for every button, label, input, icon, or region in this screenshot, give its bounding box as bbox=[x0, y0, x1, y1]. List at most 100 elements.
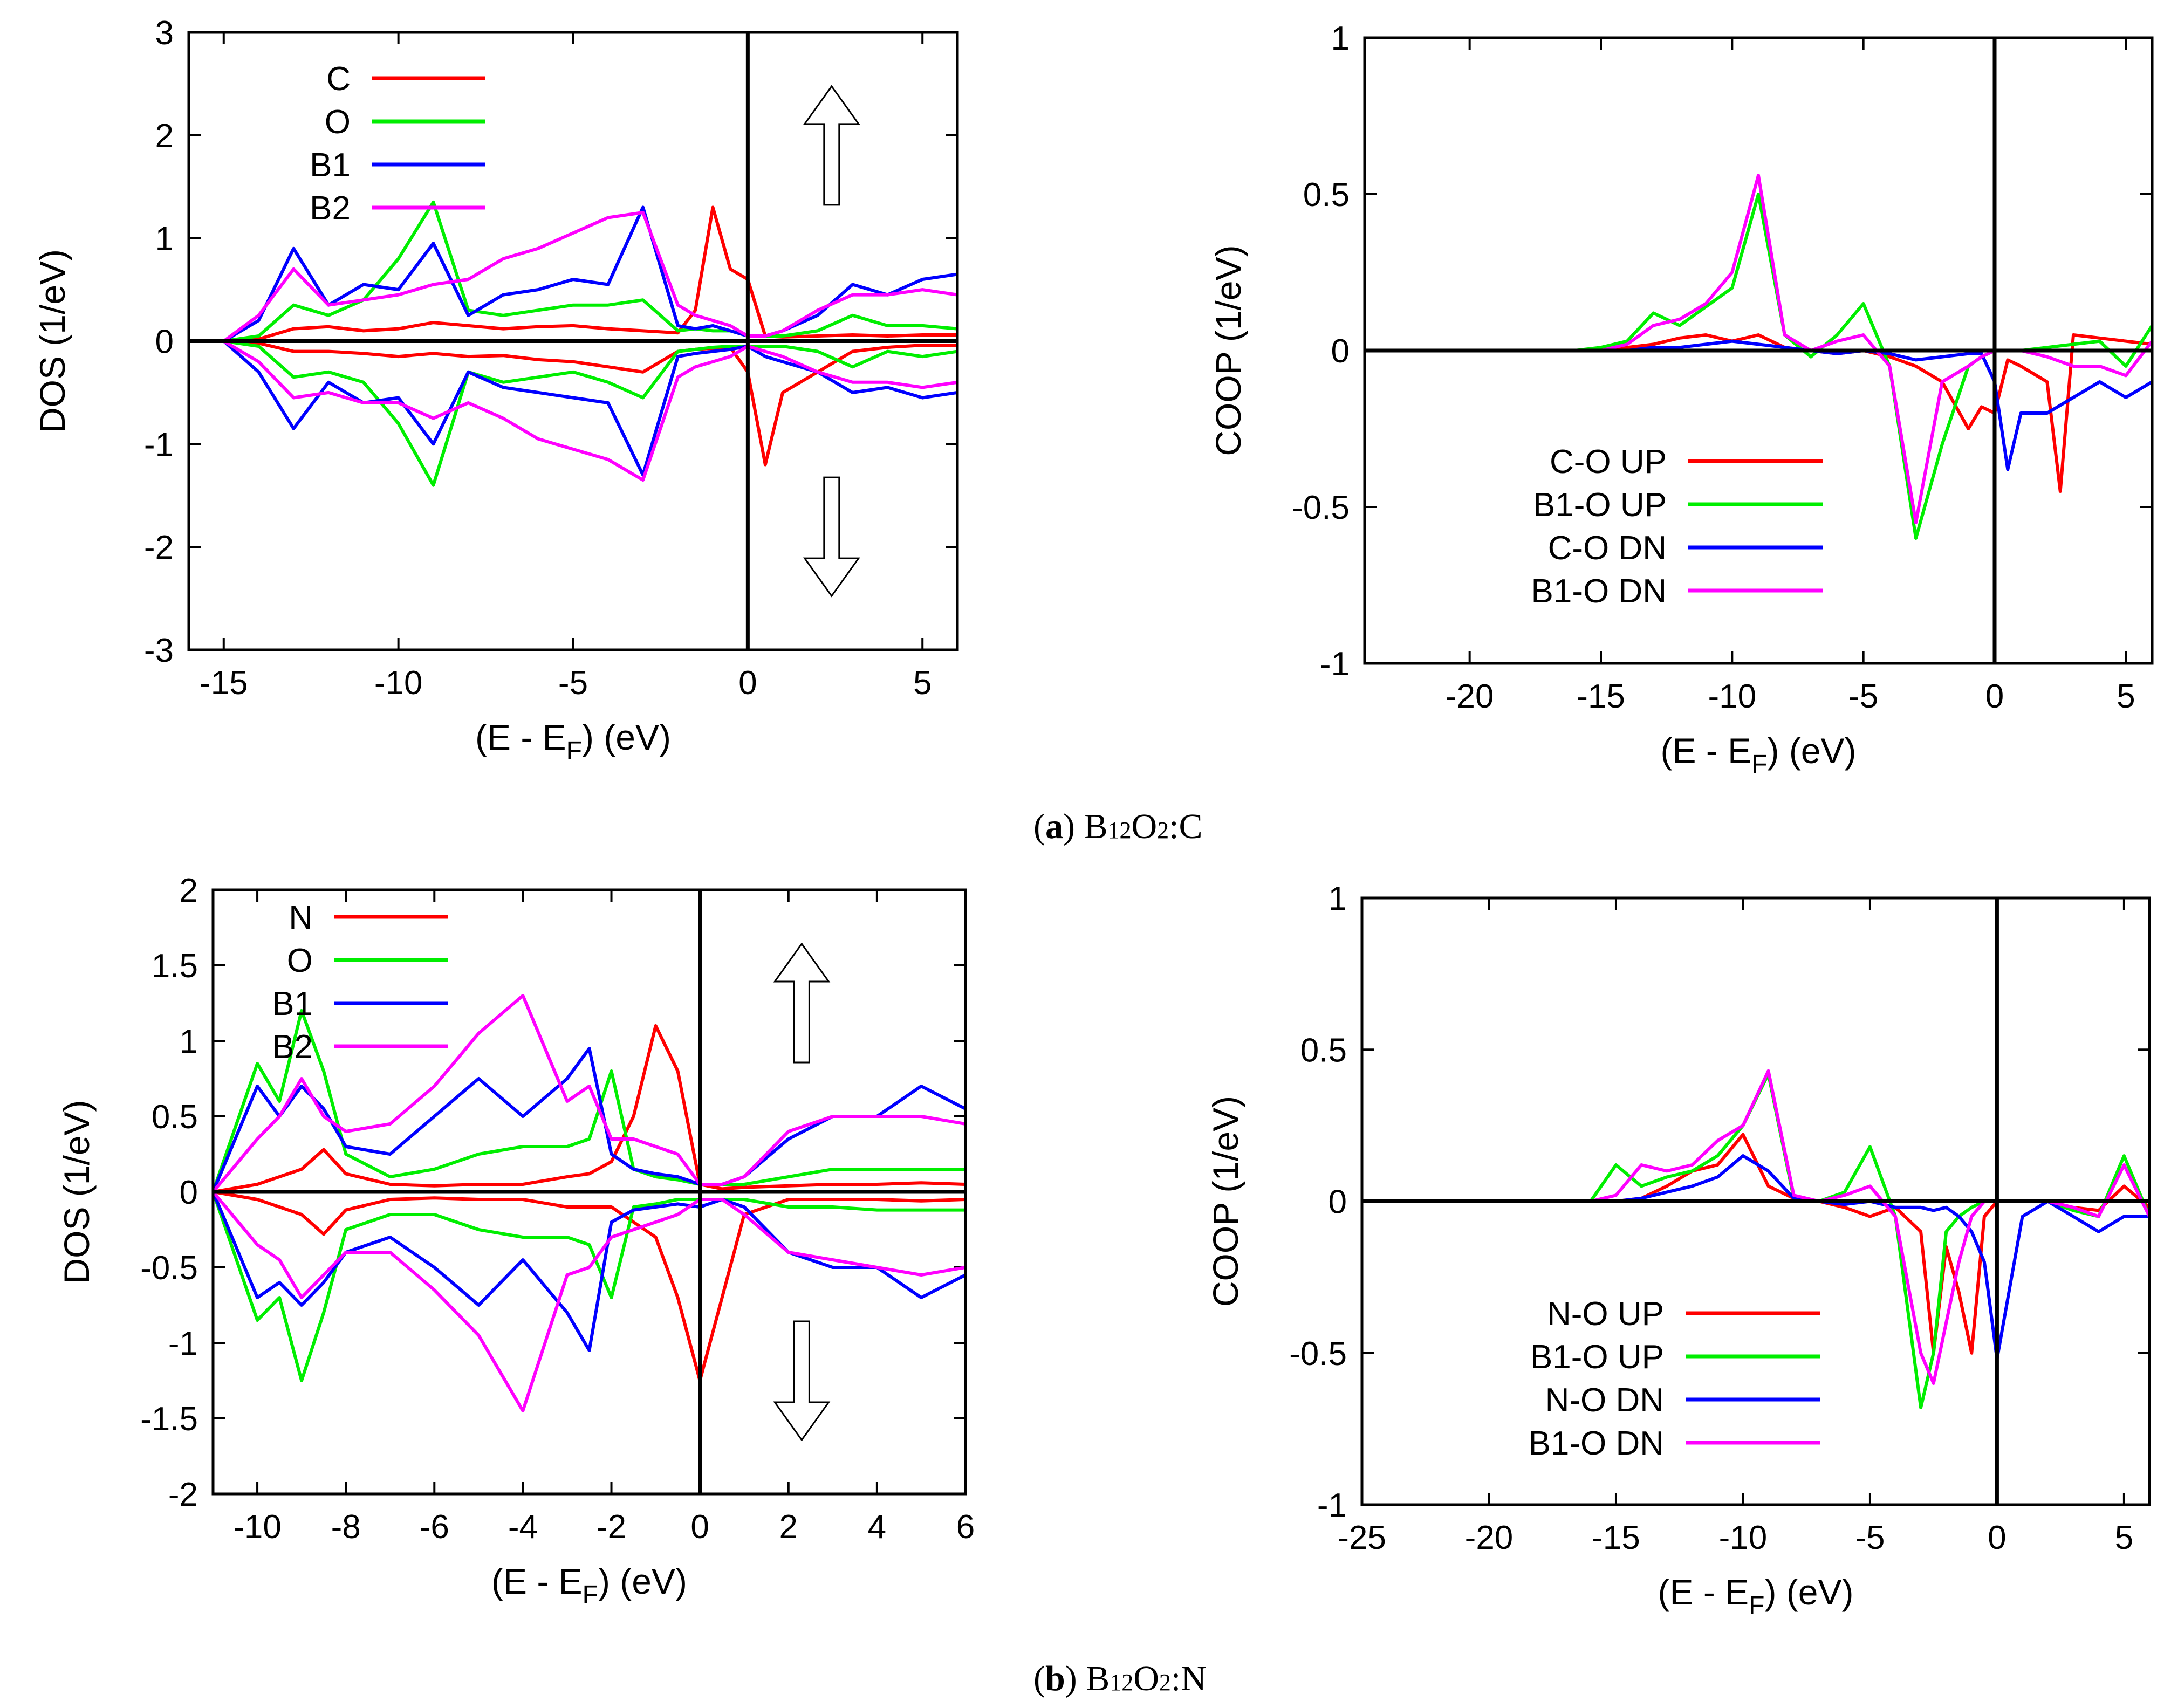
a-coop-legend: C-O UP B1-O UP C-O DN B1-O DN bbox=[1531, 443, 1823, 610]
b-dos-legend-label: B1 bbox=[272, 985, 313, 1023]
b-coop-frame bbox=[1360, 896, 2151, 1506]
b-dos-legend-label: B2 bbox=[272, 1028, 313, 1066]
a-dos-xtick-label: 5 bbox=[913, 664, 932, 702]
b-coop-ytick-label: -0.5 bbox=[1289, 1335, 1347, 1373]
b-dos-ylabel: DOS (1/eV) bbox=[57, 1100, 97, 1284]
a-dos-ytick-label: 2 bbox=[155, 118, 174, 155]
caption-b: (b) B12O2:N bbox=[1033, 1659, 1207, 1698]
b-dos-xtick-label: -2 bbox=[597, 1508, 626, 1546]
b-dos-series-n-down bbox=[213, 1190, 965, 1382]
b-dos-spin-down-arrow-icon bbox=[773, 1320, 831, 1442]
b-dos-xtick-label: -8 bbox=[331, 1508, 361, 1546]
a-dos-legend-label: C bbox=[326, 60, 351, 98]
a-coop-ylabel: COOP (1/eV) bbox=[1208, 245, 1248, 456]
b-dos-series-o-up bbox=[213, 1009, 965, 1192]
a-coop-plot-area bbox=[1365, 174, 2152, 540]
a-coop-legend-label: C-O DN bbox=[1548, 530, 1667, 567]
a-dos-ytick-label: -3 bbox=[144, 632, 174, 669]
b-coop-series-n-o-dn bbox=[1362, 1154, 2149, 1361]
a-dos-legend-label: B2 bbox=[310, 190, 351, 227]
a-coop-ytick-label: -0.5 bbox=[1292, 489, 1350, 526]
b-dos-ytick-label: 0 bbox=[180, 1174, 198, 1211]
b-coop-xtick-label: -5 bbox=[1855, 1519, 1885, 1556]
a-dos-ylabel: DOS (1/eV) bbox=[32, 249, 72, 433]
caption-b-label: b bbox=[1045, 1659, 1065, 1698]
b-dos-legend-label: O bbox=[287, 942, 313, 979]
b-dos-series-o-down bbox=[213, 1191, 965, 1382]
a-dos-xtick-label: -10 bbox=[374, 664, 423, 702]
b-coop-ytick-label: 0 bbox=[1328, 1184, 1347, 1221]
a-coop-ytick-label: -1 bbox=[1320, 646, 1350, 683]
a-coop-series-b1-o-up bbox=[1365, 193, 2152, 540]
b-coop-ytick-label: 0.5 bbox=[1300, 1032, 1347, 1069]
caption-a-label: a bbox=[1045, 807, 1063, 846]
b-dos-spin-up-arrow-icon bbox=[773, 942, 831, 1064]
b-dos-legend: NO B1 B2 bbox=[272, 899, 448, 1066]
a-dos-legend-label: B1 bbox=[310, 147, 351, 184]
b-dos-legend-label: N bbox=[289, 899, 313, 936]
a-coop-ytick-label: 0 bbox=[1331, 333, 1350, 370]
b-coop-series-n-o-up bbox=[1362, 1133, 2149, 1355]
b-dos-ytick-label: -2 bbox=[168, 1476, 198, 1513]
caption-b-formula: B12O2:N bbox=[1086, 1659, 1207, 1698]
a-coop-xlabel: (E - EF) (eV) bbox=[1660, 731, 1856, 779]
a-coop-series-c-o-up bbox=[1365, 333, 2152, 493]
b-coop-ylabel: COOP (1/eV) bbox=[1206, 1096, 1245, 1307]
a-dos-xtick-label: 0 bbox=[738, 664, 757, 702]
b-dos-xtick-label: -4 bbox=[508, 1508, 538, 1546]
a-dos-legend-label: O bbox=[325, 104, 351, 141]
b-coop-xtick-label: -10 bbox=[1719, 1519, 1768, 1556]
a-dos-series-o-up bbox=[189, 200, 957, 343]
a-dos-spin-up-arrow-icon bbox=[803, 85, 860, 206]
b-dos-series-b2-down bbox=[213, 1191, 965, 1412]
b-dos-xtick-label: -6 bbox=[420, 1508, 449, 1546]
b-dos-ytick-label: 1 bbox=[180, 1023, 198, 1060]
a-dos-series-c-down bbox=[189, 339, 957, 467]
a-coop-ytick-label: 1 bbox=[1331, 20, 1350, 57]
b-coop-xtick-label: -25 bbox=[1338, 1519, 1386, 1556]
b-dos-xtick-label: 0 bbox=[690, 1508, 709, 1546]
a-dos-ytick-label: -1 bbox=[144, 426, 174, 463]
a-coop-series-c-o-dn bbox=[1365, 339, 2152, 471]
b-coop-legend-label: N-O DN bbox=[1545, 1382, 1664, 1419]
a-dos-frame bbox=[187, 31, 959, 651]
a-coop-frame bbox=[1363, 36, 2154, 665]
a-dos-xtick-label: -5 bbox=[558, 664, 588, 702]
b-coop-chart: -25 -20 -15 -10 -5 0 5 -1 -0.5 0 0.5 1 N-O UP B1-O UP… bbox=[1206, 880, 2151, 1620]
b-dos-ytick-label: -1 bbox=[168, 1325, 198, 1362]
a-coop-ytick-label: 0.5 bbox=[1303, 176, 1350, 214]
a-coop-xtick-label: -20 bbox=[1446, 678, 1494, 715]
b-dos-plot-area bbox=[213, 994, 965, 1412]
a-dos-series-o-down bbox=[189, 339, 957, 487]
a-coop-xtick-label: -15 bbox=[1577, 678, 1625, 715]
a-dos-series-b2-down bbox=[189, 339, 957, 482]
b-coop-legend: N-O UP B1-O UP N-O DN B1-O DN bbox=[1529, 1295, 1820, 1462]
b-coop-ytick-label: -1 bbox=[1317, 1487, 1347, 1524]
a-dos-ytick-label: 0 bbox=[155, 324, 174, 361]
a-coop-xtick-label: -10 bbox=[1708, 678, 1757, 715]
a-dos-ytick-label: 1 bbox=[155, 221, 174, 258]
a-coop-xtick-label: -5 bbox=[1848, 678, 1878, 715]
caption-a: (a) B12O2:C bbox=[1033, 807, 1203, 846]
b-dos-xtick-label: -10 bbox=[233, 1508, 282, 1546]
b-dos-xtick-label: 6 bbox=[956, 1508, 975, 1546]
b-dos-series-b1-up bbox=[213, 1047, 965, 1193]
b-coop-xtick-label: -20 bbox=[1465, 1519, 1514, 1556]
a-coop-legend-label: B1-O UP bbox=[1533, 486, 1667, 524]
b-dos-xlabel: (E - EF) (eV) bbox=[491, 1561, 687, 1609]
b-dos-ytick-label: -1.5 bbox=[140, 1401, 198, 1438]
b-coop-ytick-label: 1 bbox=[1328, 880, 1347, 917]
a-dos-xlabel: (E - EF) (eV) bbox=[475, 717, 671, 765]
b-dos-xtick-label: 4 bbox=[868, 1508, 886, 1546]
b-coop-xtick-label: 0 bbox=[1988, 1519, 2006, 1556]
b-dos-chart: -10 -8 -6 -4 -2 0 2 4 6 -2 -1.5 -1 -0.5 0 0.5 1 1.5 2 NO B1… bbox=[57, 872, 975, 1609]
b-dos-series-n-up bbox=[213, 1024, 965, 1193]
b-coop-xlabel: (E - EF) (eV) bbox=[1658, 1572, 1853, 1620]
a-dos-xtick-label: -15 bbox=[200, 664, 248, 702]
b-coop-legend-label: N-O UP bbox=[1547, 1295, 1664, 1333]
b-dos-xtick-label: 2 bbox=[779, 1508, 798, 1546]
a-dos-ytick-label: -2 bbox=[144, 529, 174, 566]
